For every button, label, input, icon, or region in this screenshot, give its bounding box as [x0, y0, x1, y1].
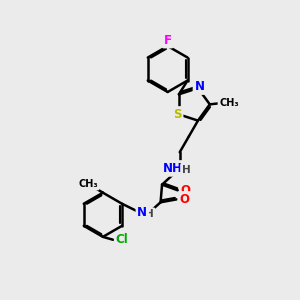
Text: Cl: Cl	[116, 233, 128, 246]
Text: S: S	[173, 108, 182, 121]
Text: CH₃: CH₃	[78, 179, 98, 189]
Text: H: H	[182, 165, 190, 175]
Text: NH: NH	[163, 162, 183, 175]
Text: H: H	[145, 209, 154, 219]
Text: N: N	[194, 80, 204, 93]
Text: F: F	[164, 34, 172, 47]
Text: O: O	[179, 193, 189, 206]
Text: CH₃: CH₃	[219, 98, 239, 108]
Text: N: N	[137, 206, 147, 219]
Text: O: O	[181, 184, 190, 197]
